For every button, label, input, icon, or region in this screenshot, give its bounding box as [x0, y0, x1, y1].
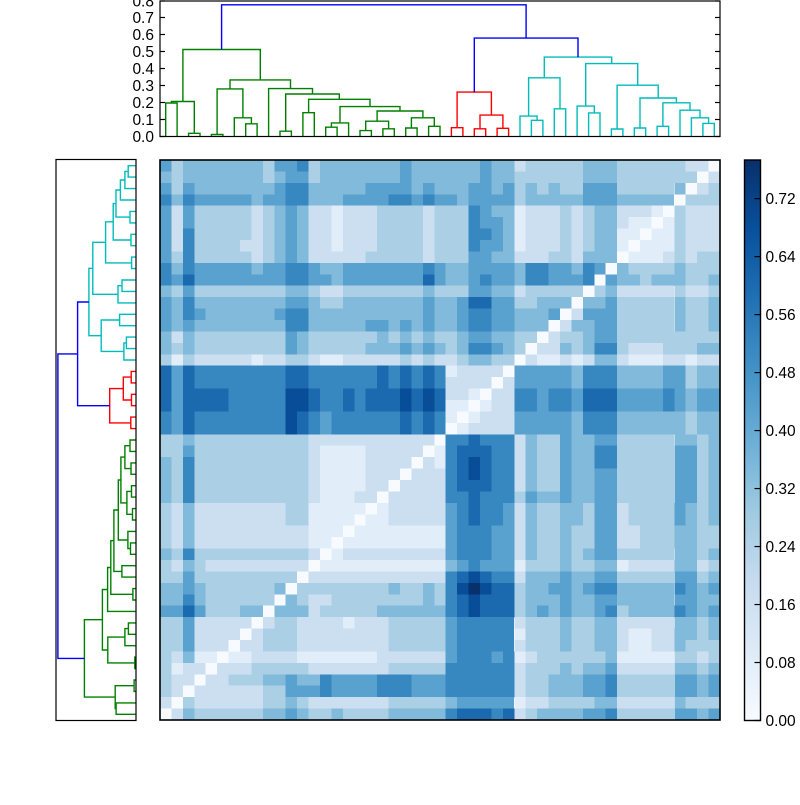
svg-text:0.24: 0.24	[766, 539, 797, 556]
svg-text:0.72: 0.72	[766, 191, 796, 208]
svg-text:0.48: 0.48	[766, 365, 796, 382]
svg-text:0.56: 0.56	[766, 307, 796, 324]
svg-text:0.7: 0.7	[132, 10, 154, 27]
svg-text:0.4: 0.4	[132, 61, 154, 78]
svg-text:0.5: 0.5	[132, 44, 154, 61]
svg-text:0.8: 0.8	[132, 0, 154, 11]
svg-text:0.16: 0.16	[766, 597, 796, 614]
svg-text:0.32: 0.32	[766, 481, 796, 498]
svg-text:0.6: 0.6	[132, 27, 154, 44]
svg-text:0.3: 0.3	[132, 78, 154, 95]
svg-text:0.40: 0.40	[766, 423, 797, 440]
svg-text:0.08: 0.08	[766, 655, 796, 672]
svg-text:0.0: 0.0	[132, 129, 154, 146]
svg-text:0.64: 0.64	[766, 249, 797, 266]
svg-text:0.1: 0.1	[132, 112, 154, 129]
svg-text:0.2: 0.2	[132, 95, 154, 112]
svg-text:0.00: 0.00	[766, 713, 797, 730]
